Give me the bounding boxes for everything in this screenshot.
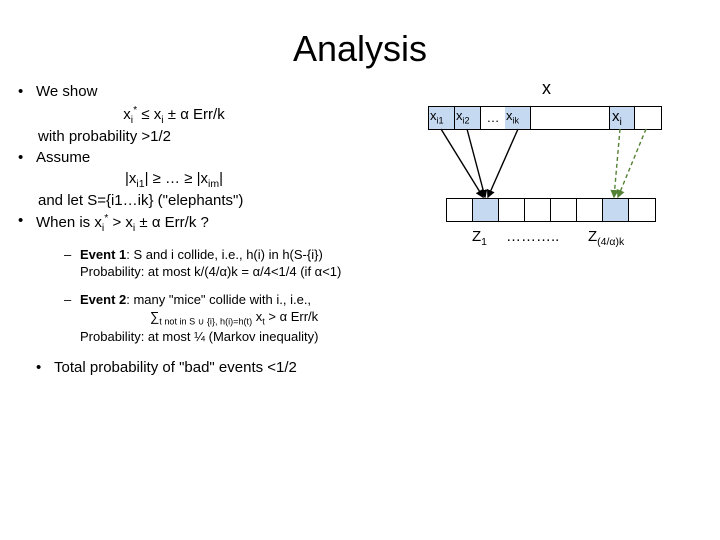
bot-cell (577, 199, 603, 221)
bottom-array (446, 198, 656, 222)
bullet-1-text: We show (36, 82, 428, 102)
sub-events: – Event 1: S and i collide, i.e., h(i) i… (64, 246, 428, 346)
left-column: • We show xi* ≤ xi ± α Err/k with probab… (18, 82, 428, 378)
event-1-prob: Probability: at most k/(4/α)k = α/4<1/4 … (80, 264, 341, 279)
top-gap (531, 107, 609, 129)
bullet-1-eq: xi* ≤ xi ± α Err/k (40, 103, 428, 127)
event-1-text: Event 1: S and i collide, i.e., h(i) in … (80, 246, 341, 281)
event-2-text: Event 2: many "mice" collide with i., i.… (80, 291, 318, 346)
top-cell-dots: … (481, 107, 505, 129)
top-cell (635, 107, 661, 129)
bot-cell (525, 199, 551, 221)
label-xi1: xi1 (430, 108, 444, 126)
sub-dash: – (64, 246, 80, 281)
bullet-3-text: When is xi* > xi ± α Err/k ? (36, 211, 428, 235)
event-1: – Event 1: S and i collide, i.e., h(i) i… (64, 246, 428, 281)
event-2-prob: Probability: at most ¼ (Markov inequalit… (80, 329, 318, 344)
bot-cell (551, 199, 577, 221)
bot-cell (447, 199, 473, 221)
bullet-1-after: with probability >1/2 (38, 127, 428, 147)
bullet-1: • We show (18, 82, 428, 102)
total-text: Total probability of "bad" events <1/2 (54, 358, 297, 378)
content-area: • We show xi* ≤ xi ± α Err/k with probab… (0, 82, 720, 378)
bullet-2-eq: |xi1| ≥ … ≥ |xim| (40, 169, 428, 191)
label-xi: xi (612, 108, 622, 128)
bot-cell (499, 199, 525, 221)
event-2: – Event 2: many "mice" collide with i., … (64, 291, 428, 346)
event-2-sum: ∑t not in S ∪ {i}, h(i)=h(t) xt > α Err/… (80, 309, 318, 324)
bullet-dot: • (18, 148, 36, 168)
total-line: • Total probability of "bad" events <1/2 (36, 358, 428, 378)
z-label-left: Z1 (472, 228, 487, 248)
bot-cell (629, 199, 655, 221)
sub-dash: – (64, 291, 80, 346)
bot-cell (603, 199, 629, 221)
bullet-dot: • (18, 82, 36, 102)
bullet-2-text: Assume (36, 148, 428, 168)
label-xik: xik (506, 108, 519, 126)
label-xi2: xi2 (456, 108, 470, 126)
z-dots: ……….. (506, 228, 559, 245)
slide-title: Analysis (0, 0, 720, 82)
z-label-right: Z(4/α)k (588, 228, 624, 248)
bullet-3: • When is xi* > xi ± α Err/k ? (18, 211, 428, 235)
bullet-dot: • (18, 211, 36, 235)
bullet-2: • Assume (18, 148, 428, 168)
bullet-dot: • (36, 358, 54, 378)
bullet-2-after: and let S={i1…ik} ("elephants") (38, 191, 428, 211)
right-column: x … xi1 xi2 xik xi Z1 ……….. Z(4/α)k (428, 82, 702, 302)
bot-cell (473, 199, 499, 221)
x-label: x (542, 78, 551, 99)
